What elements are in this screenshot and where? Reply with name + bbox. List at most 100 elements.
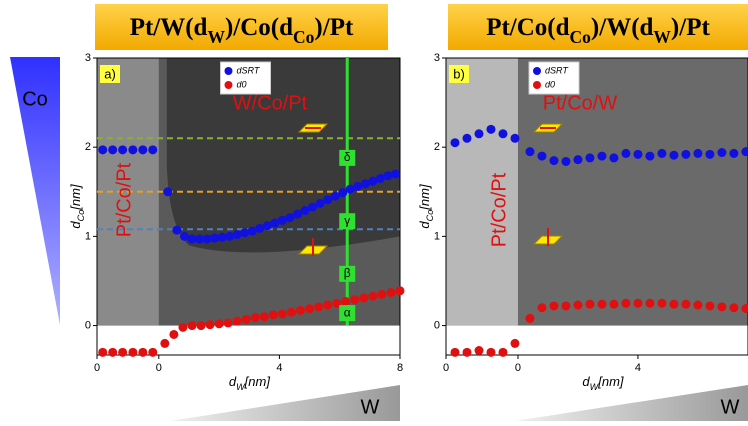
x-tick-label: 0: [156, 362, 162, 374]
data-point: [462, 348, 471, 357]
data-point: [296, 306, 305, 315]
x-tick-label: 0: [515, 362, 521, 374]
data-point: [510, 134, 519, 143]
data-point: [561, 301, 570, 310]
data-point: [377, 290, 386, 299]
x-axis-label: dW[nm]: [582, 374, 623, 392]
data-point: [525, 314, 534, 323]
y-axis-label-part: Co: [76, 210, 86, 222]
data-point: [597, 152, 606, 161]
data-point: [549, 301, 558, 310]
chart-title-part: )/Co(d: [225, 14, 293, 41]
annotation: Pt/Co/Pt: [488, 172, 510, 247]
annotation: Pt/Co/Pt: [113, 162, 135, 237]
data-point: [169, 330, 178, 339]
regime-label: γ: [344, 213, 350, 227]
data-point: [118, 145, 127, 154]
data-point: [537, 303, 546, 312]
data-point: [597, 300, 606, 309]
legend-label: d0: [237, 79, 247, 89]
data-point: [498, 348, 507, 357]
data-point: [197, 321, 206, 330]
data-point: [278, 309, 287, 318]
page: Pt/W(dW)/Co(dCo)/Pta)01230048dW[nm]dCo[n…: [0, 0, 748, 421]
data-point: [633, 150, 642, 159]
w-wedge: [515, 385, 748, 421]
data-point: [549, 156, 558, 165]
chart-title-part: )/Pt: [671, 14, 711, 41]
data-point: [537, 152, 546, 161]
data-point: [305, 304, 314, 313]
data-point: [242, 315, 251, 324]
data-point: [138, 145, 147, 154]
data-point: [669, 300, 678, 309]
data-point: [163, 187, 172, 196]
data-point: [510, 339, 519, 348]
data-point: [98, 145, 107, 154]
data-point: [645, 299, 654, 308]
data-point: [633, 299, 642, 308]
data-point: [462, 134, 471, 143]
data-point: [729, 303, 738, 312]
data-point: [386, 288, 395, 297]
data-point: [172, 226, 181, 235]
y-tick-label: 0: [434, 319, 440, 331]
data-point: [314, 302, 323, 311]
data-point: [573, 155, 582, 164]
data-point: [681, 150, 690, 159]
chart-title-part: W: [653, 27, 671, 47]
data-point: [391, 169, 400, 178]
data-point: [450, 348, 459, 357]
data-point: [717, 148, 726, 157]
annotation: W: [721, 396, 740, 418]
x-tick-label: 4: [276, 362, 282, 374]
data-point: [359, 293, 368, 302]
x-tick-label: 0: [443, 362, 449, 374]
data-point: [350, 295, 359, 304]
data-point: [396, 286, 405, 295]
y-axis-label-part: [nm]: [68, 184, 83, 211]
x-tick-label: 4: [635, 362, 641, 374]
data-point: [160, 339, 169, 348]
data-point: [98, 348, 107, 357]
data-point: [323, 301, 332, 310]
legend-label: dSRT: [237, 65, 261, 75]
data-point: [525, 147, 534, 156]
data-point: [233, 317, 242, 326]
data-point: [148, 145, 157, 154]
y-tick-label: 0: [85, 319, 91, 331]
y-axis-label: dCo[nm]: [417, 184, 435, 229]
data-point: [206, 320, 215, 329]
data-point: [368, 292, 377, 301]
panel-label: b): [453, 66, 465, 81]
data-point: [118, 348, 127, 357]
data-point: [233, 230, 242, 239]
data-point: [225, 232, 234, 241]
data-point: [705, 301, 714, 310]
data-point: [486, 125, 495, 134]
data-point: [573, 301, 582, 310]
data-point: [224, 318, 233, 327]
y-tick-label: 3: [85, 52, 91, 64]
x-axis-label: dW[nm]: [229, 374, 270, 392]
data-point: [138, 348, 147, 357]
data-point: [260, 312, 269, 321]
data-point: [187, 321, 196, 330]
legend-label: dSRT: [545, 65, 569, 75]
data-point: [681, 300, 690, 309]
data-point: [178, 323, 187, 332]
data-point: [609, 300, 618, 309]
y-tick-label: 1: [434, 230, 440, 242]
chart-title-part: )/W(d: [591, 14, 654, 41]
chart-title-part: Co: [570, 27, 592, 47]
data-point: [215, 319, 224, 328]
data-point: [705, 150, 714, 159]
chart-title-part: Pt/W(d: [130, 14, 208, 41]
annotation: W/Co/Pt: [233, 92, 308, 114]
y-tick-label: 2: [85, 141, 91, 153]
legend-marker: [225, 81, 233, 89]
data-point: [561, 157, 570, 166]
x-axis-label-part: [nm]: [597, 374, 624, 389]
data-point: [128, 145, 137, 154]
data-point: [585, 153, 594, 162]
